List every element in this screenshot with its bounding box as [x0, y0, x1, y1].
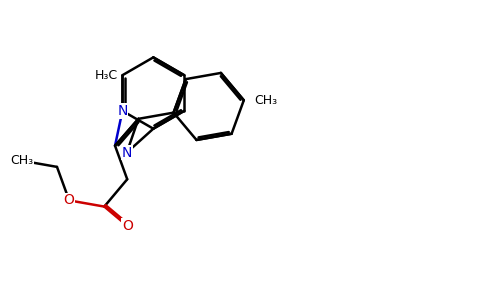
- Text: N: N: [121, 146, 132, 160]
- Text: CH₃: CH₃: [10, 154, 33, 167]
- Text: H₃C: H₃C: [94, 69, 118, 82]
- Text: CH₃: CH₃: [255, 94, 278, 107]
- Text: O: O: [64, 194, 75, 207]
- Text: O: O: [122, 219, 133, 233]
- Text: N: N: [117, 104, 128, 118]
